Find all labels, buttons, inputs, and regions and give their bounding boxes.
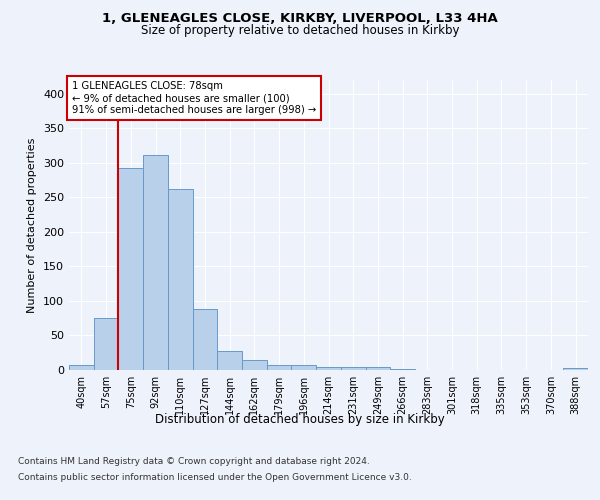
Y-axis label: Number of detached properties: Number of detached properties [28,138,37,312]
Text: Size of property relative to detached houses in Kirkby: Size of property relative to detached ho… [141,24,459,37]
Text: Contains public sector information licensed under the Open Government Licence v3: Contains public sector information licen… [18,472,412,482]
Bar [118,168,143,370]
Bar [267,365,292,370]
Bar [292,365,316,370]
Bar [69,365,94,370]
Bar [217,352,242,370]
Text: 1 GLENEAGLES CLOSE: 78sqm
← 9% of detached houses are smaller (100)
91% of semi-: 1 GLENEAGLES CLOSE: 78sqm ← 9% of detach… [71,82,316,114]
Bar [143,154,168,370]
Bar [390,368,415,370]
Bar [341,367,365,370]
Text: Distribution of detached houses by size in Kirkby: Distribution of detached houses by size … [155,412,445,426]
Text: Contains HM Land Registry data © Crown copyright and database right 2024.: Contains HM Land Registry data © Crown c… [18,458,370,466]
Bar [242,360,267,370]
Bar [365,367,390,370]
Bar [94,318,118,370]
Bar [193,309,217,370]
Text: 1, GLENEAGLES CLOSE, KIRKBY, LIVERPOOL, L33 4HA: 1, GLENEAGLES CLOSE, KIRKBY, LIVERPOOL, … [102,12,498,26]
Bar [563,368,588,370]
Bar [316,367,341,370]
Bar [168,189,193,370]
